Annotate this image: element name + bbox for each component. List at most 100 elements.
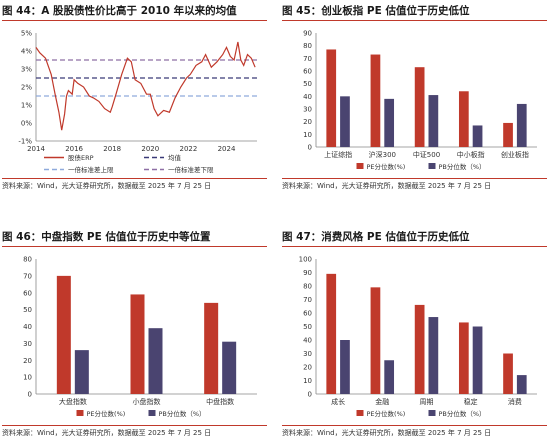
x-tick-label: 小盘指数 [133,397,161,406]
legend-label: PB分位数（%） [159,409,206,418]
y-tick-label: 40 [23,323,32,331]
erp-series-line [35,41,256,131]
legend-label: PE分位数(%) [87,409,126,418]
y-tick-label: 1% [21,102,32,110]
bar-pe [326,49,337,147]
y-tick-label: 30 [303,350,312,358]
bar-pb [222,341,237,394]
x-tick-label: 中盘指数 [206,397,234,406]
bar-pe [204,302,219,394]
figure-46-chart: 0 10 20 30 40 50 60 70 80 大盘指数 小盘指数 中盘指数 PE分位数(%) PB分… [23,256,257,418]
legend-swatch [356,163,364,169]
legend-label: PB分位数（%） [439,409,486,418]
bar-pe [414,304,425,394]
y-tick-label: 0% [21,120,32,128]
bar-pe [326,273,337,394]
bar-pb [340,96,350,147]
y-tick-label: 20 [303,118,312,126]
x-tick-label: 消费 [508,397,522,406]
bar-pe [503,122,513,147]
bar-pb [74,350,89,394]
x-tick-label: 上证综指 [324,150,352,159]
figure-45-source: 资料来源：Wind，光大证券研究所，数据截至 2025 年 7 月 25 日 [282,178,547,191]
x-tick-label: 2020 [141,145,159,153]
y-tick-label: 70 [303,55,312,63]
x-tick-label: 周期 [420,398,434,406]
y-tick-label: 10 [23,374,32,382]
y-tick-label: 0 [28,391,32,399]
y-tick-label: 80 [303,283,312,291]
y-tick-label: 70 [23,272,32,280]
bar-pe [370,287,381,394]
figure-47-title: 图 47：消费风格 PE 估值位于历史低位 [282,229,547,247]
y-tick-label: 50 [303,80,312,88]
x-tick-label: 2014 [27,145,45,153]
bar-pe [370,54,381,147]
x-tick-label: 成长 [331,397,345,406]
figure-47-panel: 图 47：消费风格 PE 估值位于历史低位 0 10 20 30 40 50 60 70 80 9… [282,229,547,438]
y-tick-label: 80 [303,42,312,50]
x-tick-label: 中证500 [413,150,440,159]
legend-label: 股债ERP [68,153,94,162]
figure-46-title: 图 46：中盘指数 PE 估值位于历史中等位置 [2,229,267,247]
figure-44-title: 图 44：A 股股债性价比高于 2010 年以来的均值 [2,3,267,21]
legend-swatch [428,163,436,169]
y-tick-label: 80 [23,256,32,264]
y-tick-label: -1% [18,138,32,146]
legend-swatch [76,410,84,416]
x-tick-label: 沪深300 [369,150,396,159]
bar-pb [340,340,350,394]
legend-label: PB分位数（%） [439,162,486,171]
bar-pb [516,103,527,147]
figure-47-chart: 0 10 20 30 40 50 60 70 80 90 100 成长 金融 周期 稳定 消费 PE分位数(%)… [299,256,537,418]
figure-44-chart: -1% 0% 1% 2% 3% 4% 5% 2014 2016 2018 2020 2022 2024 股… [18,30,257,174]
legend-label: PE分位数(%) [367,162,406,171]
x-tick-label: 金融 [375,397,389,406]
y-tick-label: 20 [303,364,312,372]
y-tick-label: 2% [21,84,32,92]
bar-pb [384,98,395,147]
figure-45-panel: 图 45：创业板指 PE 估值位于历史低位 0 10 20 30 40 50 60 70 80 9… [282,3,547,191]
legend-label: PE分位数(%) [367,409,406,418]
x-tick-label: 2016 [65,145,83,153]
x-tick-label: 大盘指数 [59,397,87,406]
figure-44-source: 资料来源：Wind，光大证券研究所，数据截至 2025 年 7 月 25 日 [2,178,267,191]
legend-swatch [428,410,436,416]
y-tick-label: 4% [21,48,32,56]
bar-pe [56,275,71,394]
y-tick-label: 60 [23,289,32,297]
y-tick-label: 5% [21,30,32,38]
figure-47-source: 资料来源：Wind，光大证券研究所，数据截至 2025 年 7 月 25 日 [282,425,547,438]
y-tick-label: 40 [303,337,312,345]
y-tick-label: 0 [308,144,312,152]
y-tick-label: 10 [303,131,312,139]
bar-pb [428,317,439,394]
legend-label: 一倍标准差下限 [168,165,214,174]
y-tick-label: 70 [303,296,312,304]
figure-45-chart: 0 10 20 30 40 50 60 70 80 90 上证综指 沪深300 中证500 中小板指 创业板… [303,30,537,171]
x-tick-label: 稳定 [464,397,478,406]
legend-label: 均值 [168,153,182,162]
y-tick-label: 30 [23,340,32,348]
x-tick-label: 中小板指 [457,150,485,159]
figure-44-panel: 图 44：A 股股债性价比高于 2010 年以来的均值 -1% 0% 1% 2% 3% 4… [2,3,267,191]
y-tick-label: 90 [303,30,312,38]
y-tick-label: 100 [299,256,312,264]
y-tick-label: 60 [303,310,312,318]
y-tick-label: 3% [21,66,32,74]
legend-swatch [148,410,156,416]
legend-label: 一倍标准差上限 [68,165,114,174]
x-tick-label: 2018 [103,145,121,153]
x-tick-label: 2022 [179,145,197,153]
y-tick-label: 40 [303,93,312,101]
y-tick-label: 50 [23,306,32,314]
y-tick-label: 0 [308,391,312,399]
bar-pb [428,95,439,147]
bar-pb [472,125,483,147]
bar-pb [148,328,163,394]
bar-pe [414,67,425,147]
bar-pb [516,375,527,394]
y-tick-label: 10 [303,377,312,385]
bar-pb [472,326,483,394]
figure-46-source: 资料来源：Wind，光大证券研究所，数据截至 2025 年 7 月 25 日 [2,425,267,438]
